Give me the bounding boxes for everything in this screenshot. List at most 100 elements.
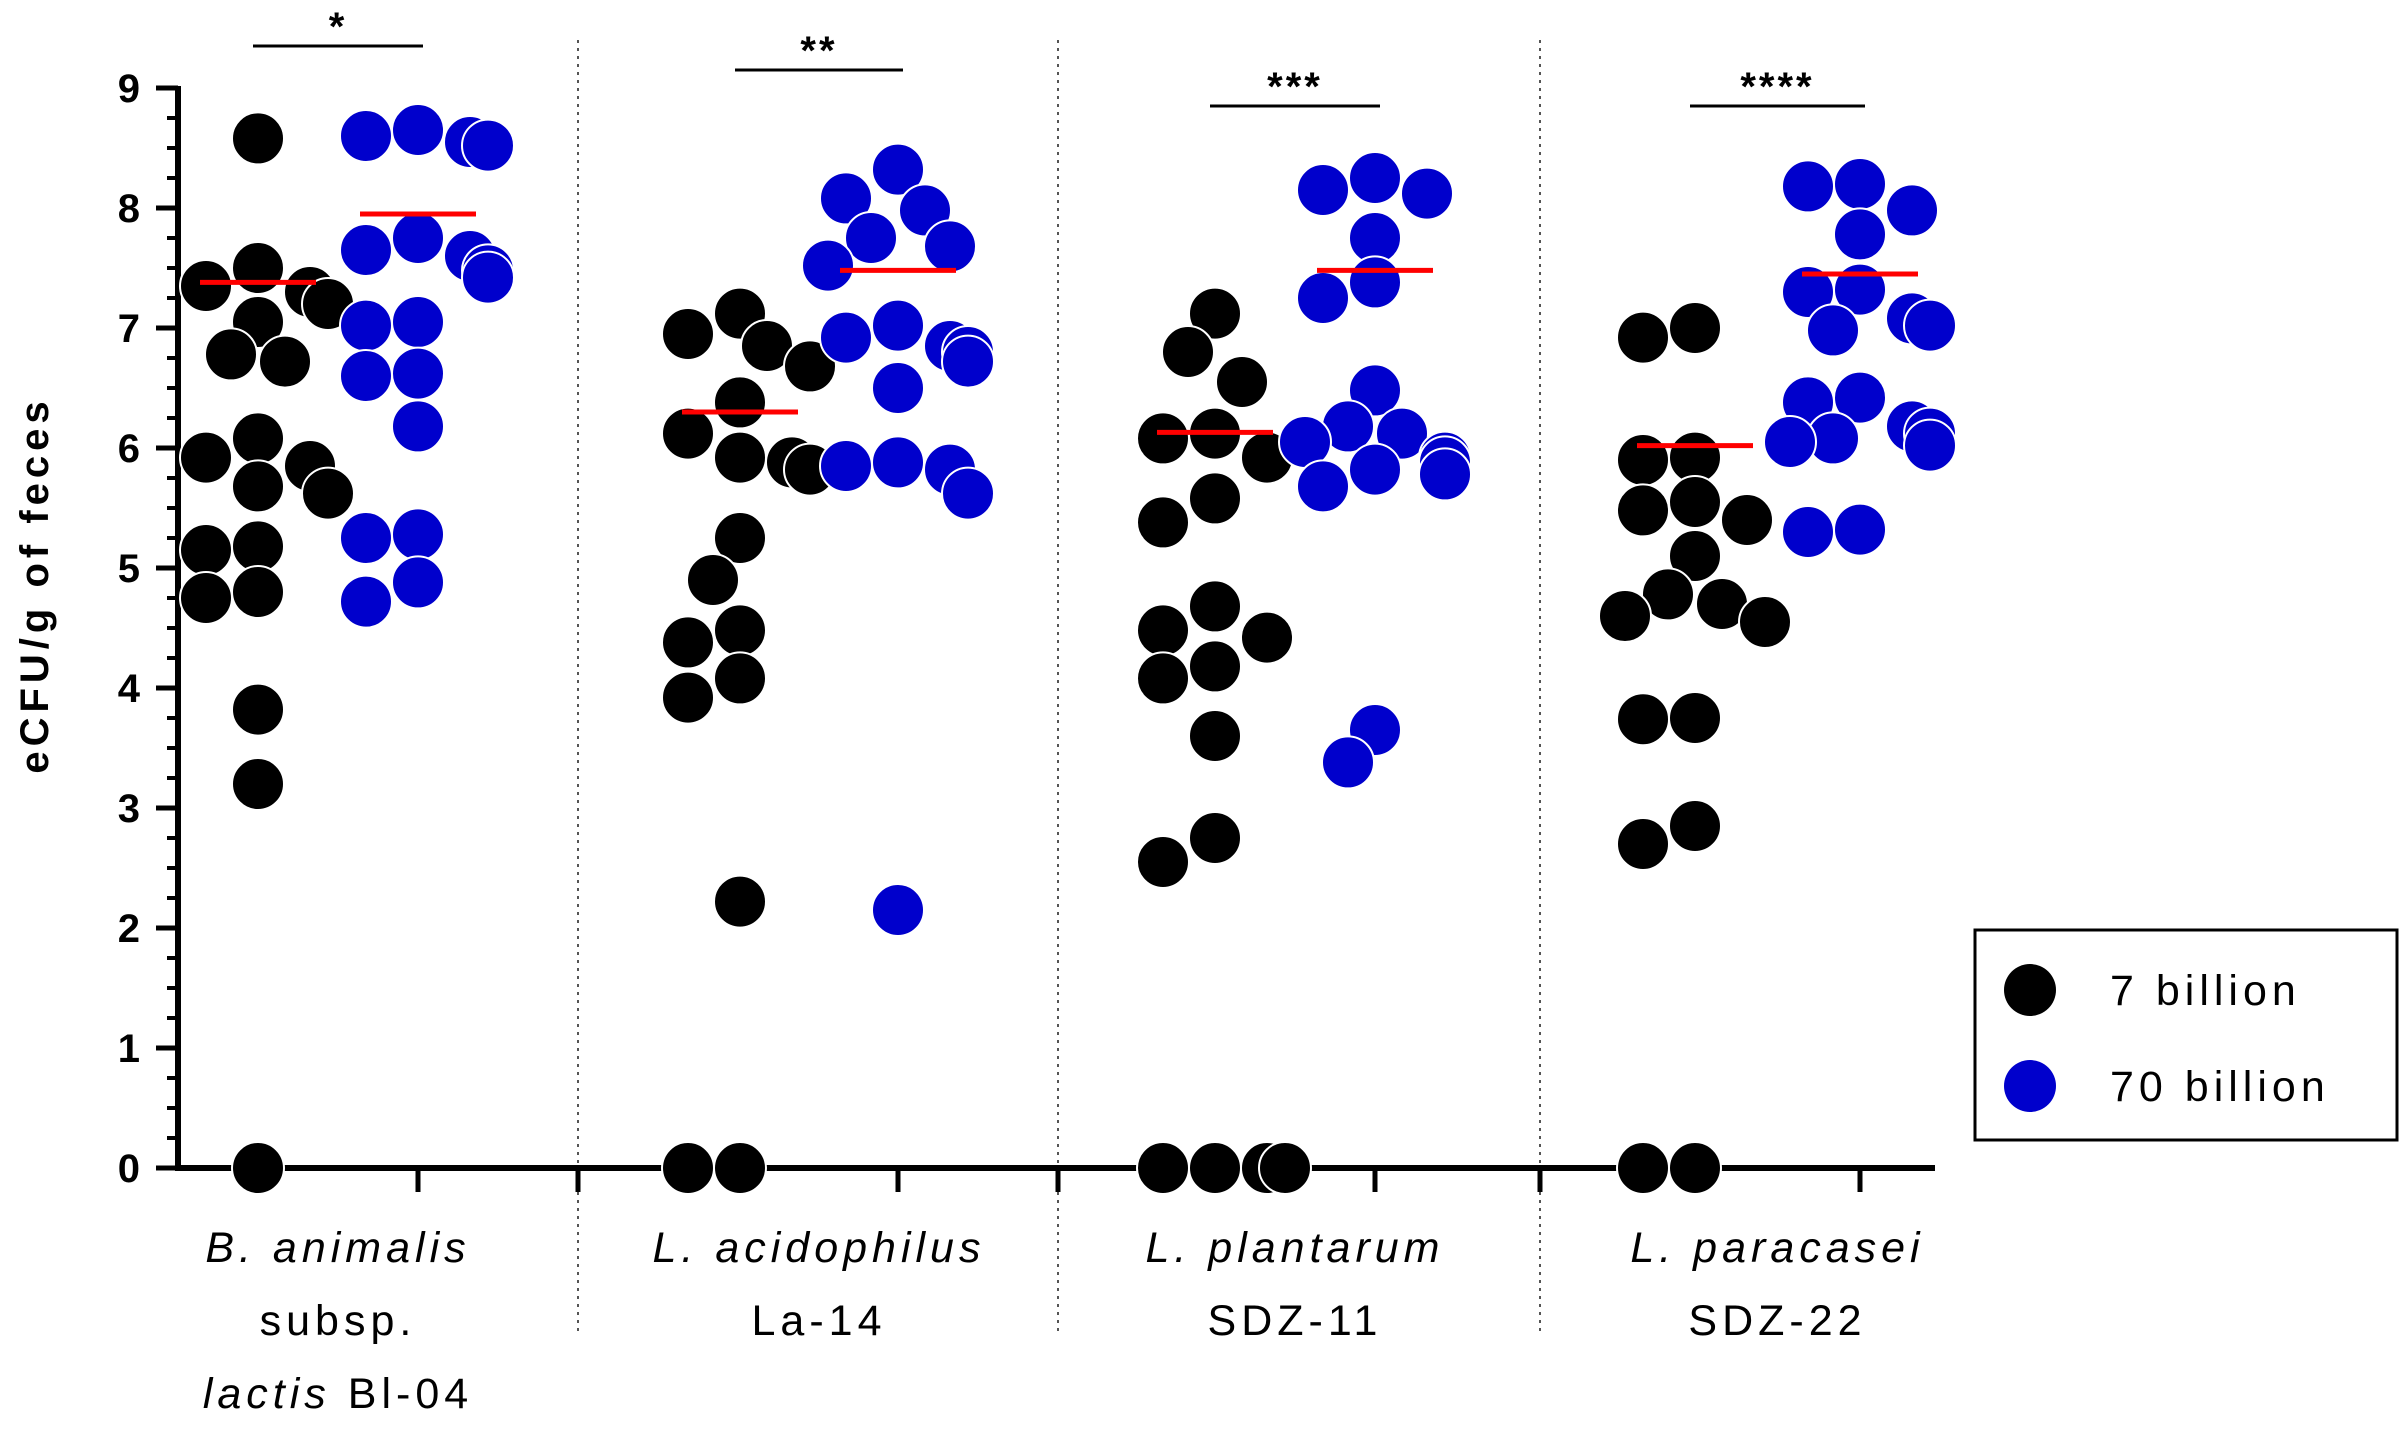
- data-point: [339, 349, 393, 403]
- y-axis: 0 1 2 3 4 5 6 7 8 9: [118, 67, 181, 1191]
- data-point: [1188, 471, 1242, 526]
- data-point: [871, 435, 925, 490]
- data-point: [1188, 579, 1242, 634]
- data-point: [1781, 505, 1835, 559]
- category-label-text: subsp.: [260, 1297, 417, 1345]
- data-point: [391, 346, 445, 401]
- data-point: [1296, 163, 1350, 217]
- data-point: [391, 103, 445, 157]
- data-point: [1781, 265, 1835, 319]
- data-point: [231, 682, 285, 737]
- category-label-text: La-14: [752, 1297, 887, 1345]
- data-point: [1136, 835, 1190, 889]
- data-point: [339, 298, 393, 353]
- data-point: [1418, 447, 1472, 502]
- category-label: B. animalis: [205, 1224, 470, 1272]
- data-point: [1215, 355, 1269, 409]
- data-point: [1668, 691, 1722, 745]
- legend-label: 70 billion: [2110, 1063, 2330, 1111]
- data-point: [1296, 459, 1350, 514]
- data-point: [231, 757, 285, 811]
- data-point: [1188, 1141, 1242, 1195]
- y-tick-label: 7: [118, 307, 140, 351]
- category-label-italic: L. paracasei: [1630, 1224, 1924, 1272]
- data-point: [301, 466, 355, 521]
- data-point: [179, 259, 233, 313]
- data-point: [801, 238, 855, 293]
- category-labels: B. animalis subsp. lactis Bl-04 L. acidophi…: [203, 1224, 1924, 1418]
- category-label: SDZ-11: [1208, 1297, 1383, 1345]
- data-point: [1641, 567, 1695, 622]
- data-point: [391, 399, 445, 454]
- data-point: [258, 334, 312, 389]
- data-point: [1616, 817, 1670, 871]
- significance-label: ****: [1740, 65, 1814, 109]
- data-point: [1616, 1141, 1670, 1195]
- data-point: [1833, 207, 1887, 262]
- data-point: [1720, 493, 1774, 547]
- data-point: [1136, 411, 1190, 466]
- y-tick-label: 1: [118, 1027, 140, 1071]
- category-label-italic: B. animalis: [205, 1224, 470, 1272]
- data-point: [1668, 1141, 1722, 1195]
- data-point: [1348, 442, 1402, 497]
- data-point: [231, 111, 285, 166]
- data-point: [1258, 1141, 1312, 1195]
- data-point: [179, 523, 233, 577]
- category-label: L. paracasei: [1630, 1224, 1924, 1272]
- category-label-text: SDZ-22: [1688, 1297, 1866, 1345]
- data-point: [871, 142, 925, 197]
- category-label-italic: L. acidophilus: [653, 1224, 986, 1272]
- data-point: [1903, 298, 1957, 353]
- legend-label: 7 billion: [2110, 967, 2301, 1015]
- legend-marker: [2004, 1060, 2056, 1112]
- data-point: [713, 651, 767, 706]
- category-label: lactis Bl-04: [203, 1370, 473, 1418]
- data-point: [1668, 799, 1722, 853]
- data-point: [1188, 811, 1242, 865]
- y-axis-label: eCFU/g of feces: [13, 396, 57, 773]
- y-tick-label: 9: [118, 67, 140, 111]
- significance-brackets: ****** ****: [253, 5, 1865, 109]
- data-point: [1668, 475, 1722, 529]
- data-point: [391, 555, 445, 610]
- data-point: [661, 1141, 715, 1195]
- data-point: [231, 1141, 285, 1195]
- y-tick-label: 5: [118, 547, 140, 591]
- legend: 7 billion 70 billion: [1973, 928, 2399, 1142]
- data-point: [923, 219, 977, 274]
- y-tick-label: 0: [118, 1147, 140, 1191]
- data-point: [1738, 595, 1792, 649]
- data-point: [231, 565, 285, 619]
- data-point: [1885, 183, 1939, 238]
- category-label: L. acidophilus: [653, 1224, 986, 1272]
- data-point: [179, 571, 233, 625]
- data-point: [179, 430, 233, 485]
- data-point: [713, 511, 767, 565]
- data-point: [713, 874, 767, 929]
- data-point: [713, 603, 767, 658]
- data-point: [1668, 529, 1722, 583]
- data-point: [1903, 418, 1957, 473]
- data-point: [1296, 271, 1350, 325]
- data-point: [339, 574, 393, 629]
- data-point: [339, 109, 393, 163]
- data-point: [1188, 639, 1242, 694]
- data-point: [1781, 159, 1835, 214]
- data-point: [339, 223, 393, 277]
- category-label: La-14: [752, 1297, 887, 1345]
- data-point: [204, 327, 258, 382]
- data-point: [819, 310, 873, 365]
- data-point: [1136, 495, 1190, 550]
- significance-label: ***: [1267, 65, 1323, 109]
- category-label-italic: lactis: [203, 1370, 331, 1418]
- data-point: [231, 241, 285, 295]
- data-point: [686, 553, 740, 607]
- y-tick-label: 4: [118, 667, 141, 711]
- data-point: [871, 361, 925, 415]
- data-point: [1616, 310, 1670, 365]
- data-point: [231, 411, 285, 466]
- category-label-text: SDZ-11: [1208, 1297, 1383, 1345]
- y-tick-label: 3: [118, 787, 140, 831]
- data-points: [179, 103, 1957, 1195]
